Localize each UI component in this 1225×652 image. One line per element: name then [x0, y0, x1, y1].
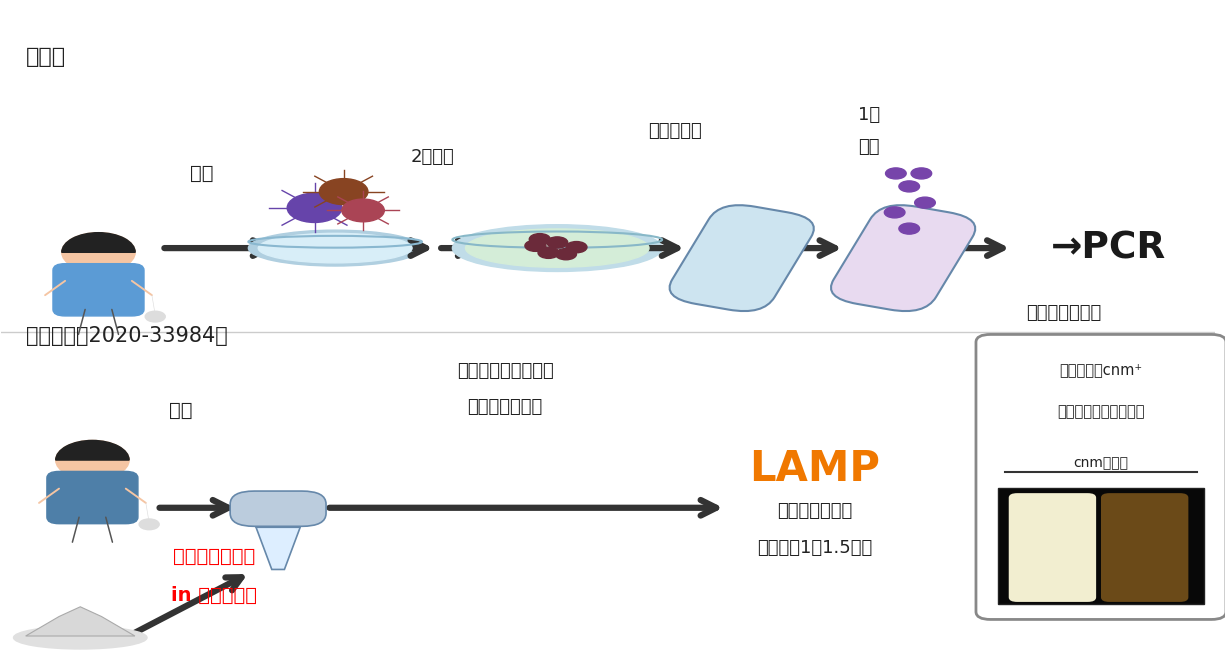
FancyBboxPatch shape	[47, 471, 138, 524]
Circle shape	[146, 311, 165, 322]
Circle shape	[899, 223, 920, 234]
Circle shape	[287, 193, 342, 222]
Circle shape	[555, 248, 577, 259]
FancyBboxPatch shape	[998, 488, 1204, 604]
Circle shape	[342, 199, 385, 222]
FancyBboxPatch shape	[1008, 493, 1096, 602]
Circle shape	[915, 197, 936, 208]
Text: 培養: 培養	[859, 138, 880, 156]
Ellipse shape	[249, 230, 421, 266]
Text: +: +	[1046, 495, 1058, 510]
FancyBboxPatch shape	[256, 511, 300, 527]
Text: cnm遺伝子: cnm遺伝子	[1073, 456, 1128, 470]
Polygon shape	[26, 607, 135, 636]
Circle shape	[526, 240, 546, 252]
Text: を直接反応液へ: を直接反応液へ	[468, 398, 543, 416]
Text: ミュータンス菌の検出: ミュータンス菌の検出	[1057, 404, 1144, 419]
Circle shape	[899, 181, 920, 192]
Text: 検出まで1～1.5時間: 検出まで1～1.5時間	[757, 539, 872, 557]
Text: 従来法: 従来法	[26, 47, 66, 67]
Text: in 界面活性剤: in 界面活性剤	[170, 586, 257, 605]
Text: －: －	[1145, 495, 1154, 510]
Text: 唾液の採取から: 唾液の採取から	[1025, 304, 1101, 322]
FancyBboxPatch shape	[831, 205, 975, 311]
Text: 新法（特願2020-33984）: 新法（特願2020-33984）	[26, 326, 228, 346]
Circle shape	[538, 247, 559, 258]
Circle shape	[320, 179, 368, 205]
Circle shape	[546, 237, 567, 248]
FancyBboxPatch shape	[670, 205, 813, 311]
Text: 唾液からのcnm⁺: 唾液からのcnm⁺	[1060, 362, 1143, 377]
Text: 転倒混和後、沈殿物: 転倒混和後、沈殿物	[457, 363, 554, 381]
Circle shape	[884, 207, 905, 218]
Text: 唾液: 唾液	[169, 401, 192, 420]
Text: 唾液の採取から: 唾液の採取から	[777, 502, 853, 520]
Text: 1日: 1日	[858, 106, 881, 124]
Text: 液体培地へ: 液体培地へ	[648, 122, 702, 140]
Wedge shape	[61, 233, 135, 252]
Circle shape	[529, 233, 550, 244]
FancyBboxPatch shape	[53, 263, 145, 316]
Text: →PCR: →PCR	[1051, 230, 1166, 266]
Circle shape	[61, 233, 135, 272]
Ellipse shape	[258, 233, 412, 263]
Circle shape	[886, 168, 906, 179]
Ellipse shape	[13, 627, 147, 649]
Circle shape	[55, 440, 129, 480]
FancyBboxPatch shape	[976, 334, 1225, 619]
Text: 核酸選択吸着剤: 核酸選択吸着剤	[173, 547, 255, 566]
Ellipse shape	[466, 229, 649, 267]
Text: 検出まで4日: 検出まで4日	[1030, 343, 1096, 361]
Circle shape	[911, 168, 932, 179]
FancyBboxPatch shape	[1101, 493, 1188, 602]
Text: 2日培養: 2日培養	[410, 148, 454, 166]
Circle shape	[140, 519, 159, 529]
Text: LAMP: LAMP	[748, 448, 880, 490]
FancyBboxPatch shape	[230, 491, 326, 526]
Wedge shape	[55, 440, 129, 460]
Circle shape	[566, 241, 587, 253]
Polygon shape	[256, 527, 300, 569]
Ellipse shape	[452, 225, 663, 271]
Text: 唾液: 唾液	[190, 164, 213, 183]
